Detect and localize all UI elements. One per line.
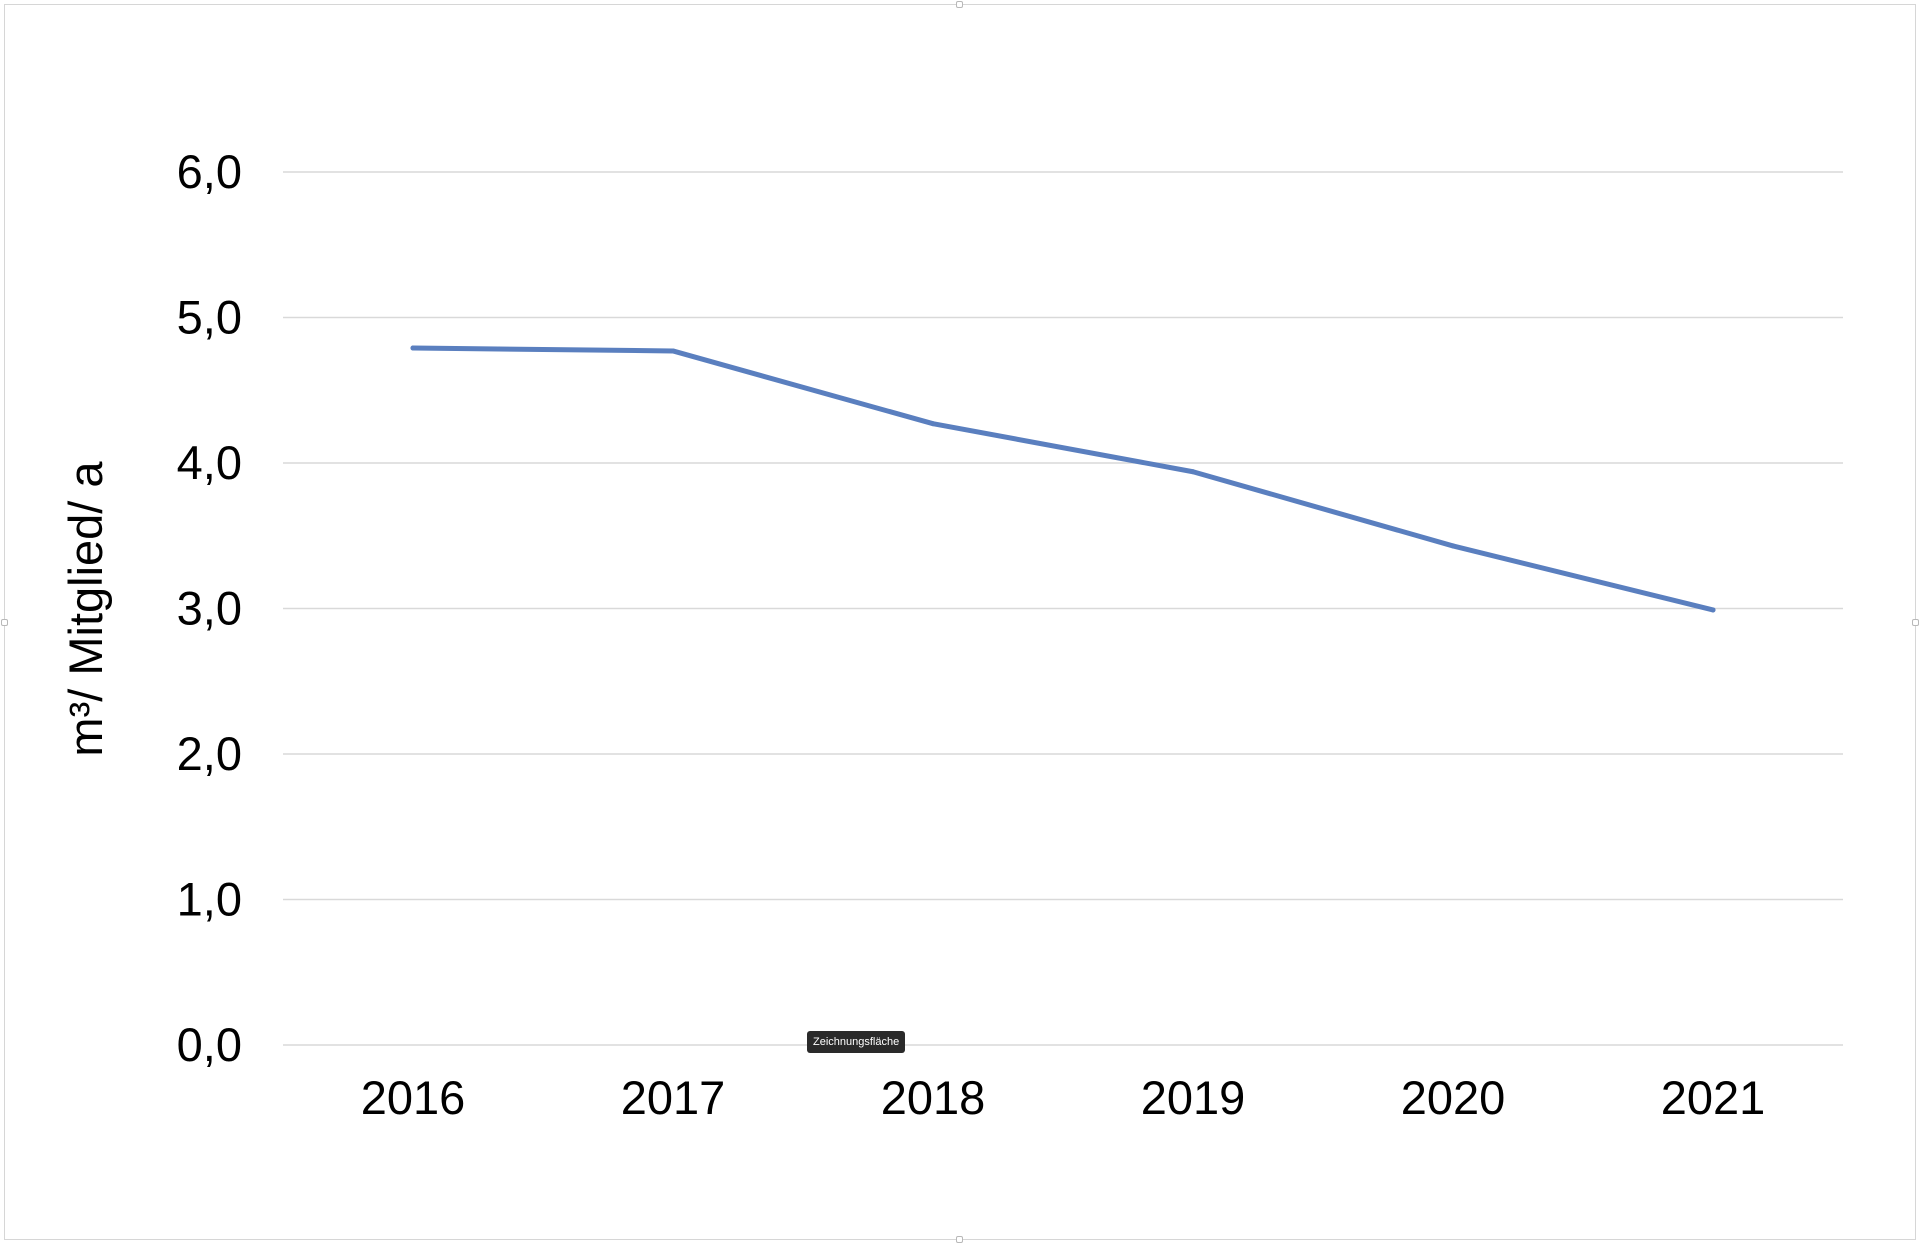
data-point[interactable] <box>1190 469 1196 475</box>
y-tick-label: 5,0 <box>177 291 242 344</box>
resize-handle-bottom[interactable] <box>956 1236 963 1243</box>
y-tick-label: 1,0 <box>177 873 242 926</box>
x-axis-tick-labels: 2016 2017 2018 2019 2020 2021 <box>361 1071 1766 1124</box>
plot-area-tooltip: Zeichnungsfläche <box>807 1031 906 1053</box>
resize-handle-top[interactable] <box>956 1 963 8</box>
x-tick-label: 2018 <box>881 1071 986 1124</box>
x-tick-label: 2021 <box>1661 1071 1766 1124</box>
y-axis-tick-labels: 0,0 1,0 2,0 3,0 4,0 5,0 6,0 <box>177 145 242 1071</box>
x-tick-label: 2020 <box>1401 1071 1506 1124</box>
x-tick-label: 2017 <box>621 1071 726 1124</box>
y-tick-label: 3,0 <box>177 582 242 635</box>
y-tick-label: 0,0 <box>177 1018 242 1071</box>
x-tick-label: 2016 <box>361 1071 466 1124</box>
y-tick-label: 2,0 <box>177 727 242 780</box>
data-point[interactable] <box>410 345 416 351</box>
series-line[interactable] <box>410 345 1716 613</box>
resize-handle-right[interactable] <box>1912 619 1919 626</box>
data-point[interactable] <box>1450 543 1456 549</box>
x-tick-label: 2019 <box>1141 1071 1246 1124</box>
y-axis-title: m³/ Mitglied/ a <box>59 461 112 757</box>
y-tick-label: 4,0 <box>177 436 242 489</box>
y-tick-label: 6,0 <box>177 145 242 198</box>
plot-series[interactable] <box>410 345 1716 613</box>
data-point[interactable] <box>930 421 936 427</box>
data-point[interactable] <box>670 348 676 354</box>
data-point[interactable] <box>1710 607 1716 613</box>
resize-handle-left[interactable] <box>1 619 8 626</box>
gridlines <box>283 171 1843 1046</box>
